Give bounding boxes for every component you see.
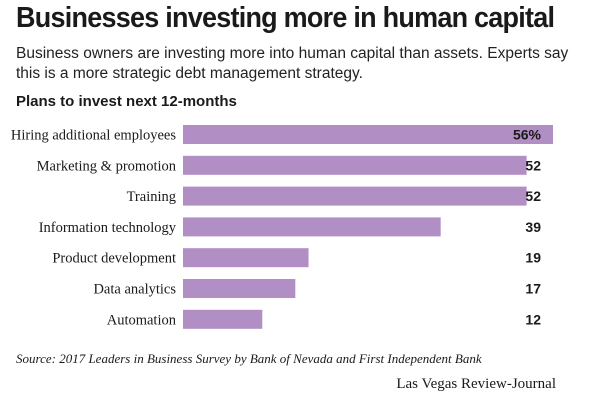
value-label: 52 bbox=[525, 157, 541, 173]
bar bbox=[183, 217, 441, 237]
bar bbox=[183, 186, 527, 206]
value-label: 12 bbox=[525, 311, 541, 327]
value-label: 17 bbox=[525, 281, 541, 297]
bar bbox=[183, 125, 553, 144]
value-label: 19 bbox=[525, 250, 541, 266]
publisher-credit: Las Vegas Review-Journal bbox=[396, 376, 556, 392]
category-label: Automation bbox=[107, 312, 177, 328]
category-label: Information technology bbox=[39, 220, 177, 236]
bar bbox=[183, 309, 263, 329]
value-label: 39 bbox=[525, 219, 541, 235]
category-label: Product development bbox=[52, 251, 176, 267]
chart-subtitle: Business owners are investing more into … bbox=[16, 45, 569, 82]
value-label: 56% bbox=[513, 127, 542, 143]
source-note: Source: 2017 Leaders in Business Survey … bbox=[16, 351, 482, 366]
bar-chart: Hiring additional employees 56% Marketing … bbox=[11, 125, 553, 329]
bar bbox=[183, 155, 527, 175]
category-label: Marketing & promotion bbox=[37, 158, 177, 174]
value-label: 52 bbox=[525, 188, 541, 204]
category-label: Hiring additional employees bbox=[11, 128, 176, 144]
chart-title: Businesses investing more in human capit… bbox=[16, 2, 555, 34]
bar bbox=[183, 279, 296, 298]
category-label: Training bbox=[127, 189, 176, 205]
bar bbox=[183, 248, 309, 268]
section-heading: Plans to invest next 12-months bbox=[16, 93, 237, 110]
category-label: Data analytics bbox=[93, 282, 176, 298]
